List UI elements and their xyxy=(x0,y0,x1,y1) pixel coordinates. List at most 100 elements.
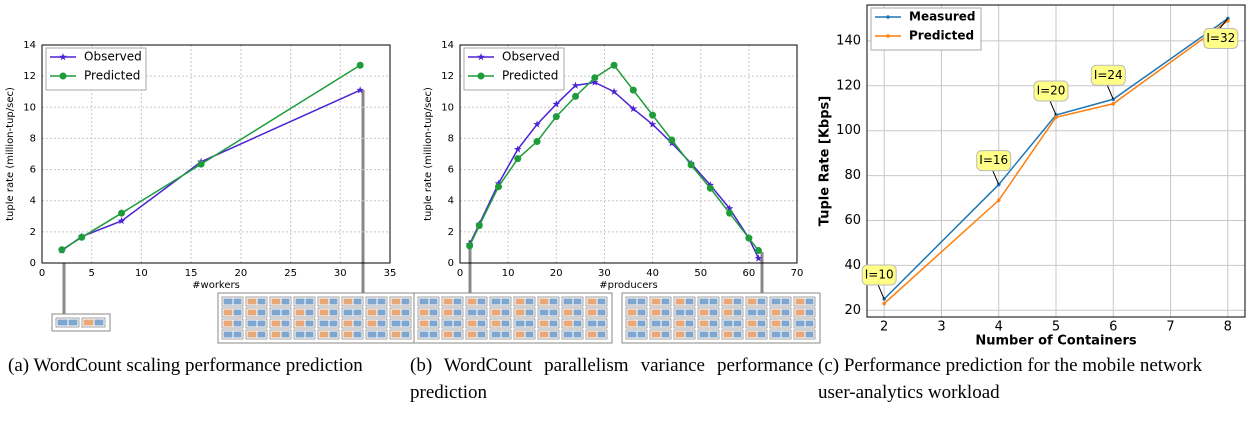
legend-label: Predicted xyxy=(502,69,558,83)
task xyxy=(539,298,549,305)
task xyxy=(305,320,314,327)
task xyxy=(453,320,462,327)
marker xyxy=(495,183,503,191)
x-tick-label: 4 xyxy=(995,320,1003,335)
legend-marker xyxy=(886,34,890,38)
y-tick-label: 140 xyxy=(836,33,861,48)
x-tick-label: 25 xyxy=(284,268,297,279)
task xyxy=(781,320,790,327)
x-tick-label: 10 xyxy=(135,268,148,279)
task xyxy=(587,298,597,305)
annotation-arrow xyxy=(877,284,885,300)
task xyxy=(733,298,742,305)
y-tick-label: 60 xyxy=(844,213,861,228)
task xyxy=(723,309,733,316)
task xyxy=(525,298,534,305)
task xyxy=(627,309,637,316)
task xyxy=(419,320,429,327)
task xyxy=(401,298,410,305)
marker xyxy=(754,247,762,255)
task xyxy=(501,298,510,305)
x-tick-label: 0 xyxy=(39,268,45,279)
task xyxy=(515,309,525,316)
task xyxy=(319,298,329,305)
task xyxy=(563,331,573,338)
y-tick-label: 12 xyxy=(23,71,36,82)
annotation-box xyxy=(976,150,1012,172)
task xyxy=(675,298,685,305)
marker xyxy=(197,160,205,168)
task xyxy=(627,320,637,327)
annotation-box xyxy=(1033,80,1069,102)
annotation-arrow xyxy=(1106,85,1114,100)
task xyxy=(573,298,582,305)
task xyxy=(367,298,377,305)
marker xyxy=(1111,101,1116,106)
task xyxy=(781,309,790,316)
marker xyxy=(513,145,522,153)
marker xyxy=(58,246,66,254)
y-tick-label: 100 xyxy=(836,123,861,138)
task xyxy=(709,298,718,305)
task xyxy=(549,320,558,327)
legend-marker xyxy=(59,53,67,61)
task xyxy=(353,331,362,338)
marker xyxy=(726,209,734,217)
marker xyxy=(590,78,599,86)
legend-box xyxy=(870,7,982,51)
task xyxy=(515,298,525,305)
y-tick-label: 120 xyxy=(836,78,861,93)
marker xyxy=(118,209,126,217)
task xyxy=(477,309,486,316)
y-axis-label: tuple rate (million-tup/sec) xyxy=(5,87,16,221)
annotation-box xyxy=(1090,64,1126,86)
task xyxy=(587,309,597,316)
marker xyxy=(996,198,1001,203)
task xyxy=(419,298,429,305)
plot-frame xyxy=(459,44,798,264)
y-tick-label: 4 xyxy=(448,196,454,207)
task xyxy=(757,320,766,327)
task xyxy=(491,331,501,338)
task xyxy=(501,331,510,338)
task xyxy=(685,331,694,338)
task xyxy=(305,309,314,316)
caption: (a) WordCount scaling performance predic… xyxy=(8,355,363,376)
y-tick-label: 40 xyxy=(844,258,861,273)
task xyxy=(757,298,766,305)
y-tick-label: 0 xyxy=(30,258,36,269)
task xyxy=(367,331,377,338)
task xyxy=(257,309,266,316)
y-tick-label: 12 xyxy=(441,71,454,82)
task xyxy=(271,309,281,316)
task xyxy=(637,320,646,327)
task xyxy=(795,309,805,316)
annotation: I=16 xyxy=(979,153,1008,167)
x-tick-label: 5 xyxy=(89,268,95,279)
task xyxy=(353,298,362,305)
task xyxy=(525,331,534,338)
x-tick-label: 35 xyxy=(384,268,397,279)
caption: (c) Performance prediction for the mobil… xyxy=(818,355,1203,403)
task xyxy=(429,320,438,327)
y-tick-label: 10 xyxy=(441,102,454,113)
y-tick-label: 2 xyxy=(448,227,454,238)
y-tick-label: 20 xyxy=(844,303,861,318)
task xyxy=(377,298,386,305)
marker xyxy=(356,86,364,94)
task xyxy=(757,309,766,316)
task xyxy=(391,331,401,338)
task xyxy=(429,309,438,316)
task xyxy=(247,298,257,305)
task xyxy=(329,309,338,316)
task xyxy=(627,298,637,305)
task xyxy=(419,309,429,316)
task xyxy=(699,320,709,327)
task xyxy=(223,298,233,305)
task xyxy=(343,320,353,327)
task xyxy=(401,331,410,338)
task xyxy=(587,331,597,338)
y-tick-label: 80 xyxy=(844,168,861,183)
task xyxy=(391,298,401,305)
legend-marker xyxy=(886,15,890,19)
